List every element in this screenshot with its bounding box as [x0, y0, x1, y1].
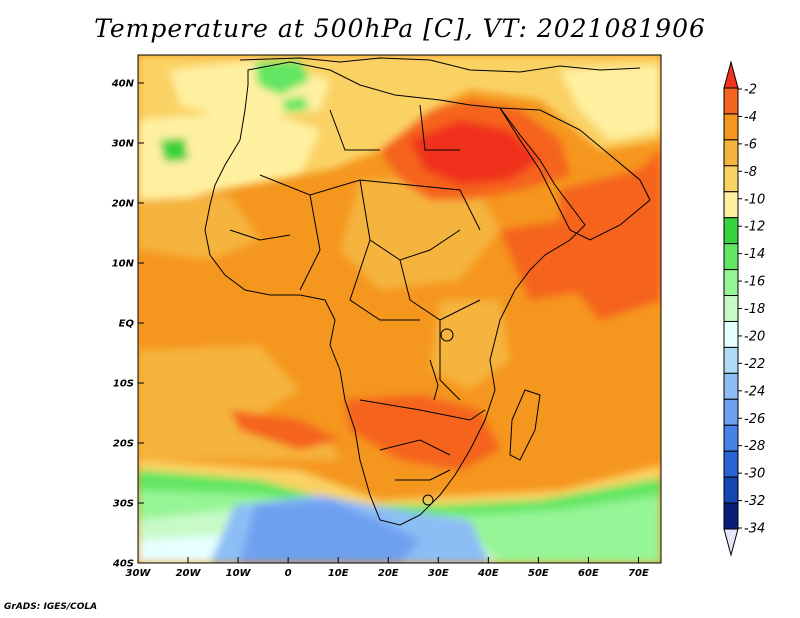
x-tick-label: 40E: [477, 568, 499, 579]
colorbar-swatch: [723, 502, 739, 530]
x-tick-label: 30W: [126, 568, 152, 579]
y-tick-label: 40N: [111, 79, 135, 90]
x-tick-label: 60E: [578, 568, 599, 579]
colorbar-label: -22: [744, 357, 765, 372]
colorbar-swatch: [723, 217, 739, 245]
colorbar-label: -6: [744, 137, 757, 152]
colorbar: -2 -4 -6 -8 -10 -12 -14 -16 -18 -20 -22 -24 -26 -28 -3…: [723, 60, 765, 557]
y-tick-label: 10N: [112, 259, 135, 270]
x-tick-label: 20E: [378, 568, 399, 579]
x-tick-label: 30E: [428, 568, 449, 579]
colorbar-swatch: [723, 269, 739, 297]
y-tick-label: 40S: [112, 559, 134, 570]
colorbar-label: -20: [744, 329, 765, 344]
y-tick-label: 20S: [113, 439, 134, 450]
colorbar-swatch: [723, 191, 739, 219]
x-tick-label: 0: [285, 568, 292, 579]
colorbar-label: -28: [744, 439, 765, 454]
colorbar-label: -24: [744, 384, 765, 399]
colorbar-label: -34: [744, 522, 765, 537]
colorbar-top-arrow: [723, 60, 739, 89]
colorbar-label: -14: [744, 247, 765, 262]
colorbar-swatch: [723, 346, 739, 374]
colorbar-label: -30: [744, 467, 765, 482]
colorbar-swatch: [723, 87, 739, 115]
colorbar-swatch: [723, 476, 739, 504]
credit-text: GrADS: IGES/COLA: [4, 602, 98, 612]
colorbar-label: -26: [744, 412, 765, 427]
country-borders: [204, 57, 651, 526]
colorbar-swatch: [723, 243, 739, 271]
x-tick-label: 10W: [226, 568, 252, 579]
colorbar-swatch: [723, 320, 739, 348]
y-tick-label: 30N: [112, 139, 135, 150]
colorbar-label: -10: [744, 192, 765, 207]
colorbar-swatch: [723, 398, 739, 426]
colorbar-label: -2: [744, 83, 757, 98]
y-tick-label: 30S: [113, 499, 134, 510]
x-tick-label: 50E: [528, 568, 549, 579]
colorbar-label: -32: [744, 494, 765, 509]
colorbar-swatch: [723, 295, 739, 322]
x-tick-label: 10E: [328, 568, 349, 579]
colorbar-swatch: [723, 113, 739, 141]
colorbar-label: -8: [744, 165, 757, 180]
chart-title: Temperature at 500hPa [C], VT: 202108190…: [94, 14, 706, 43]
colorbar-swatch: [723, 372, 739, 400]
colorbar-label: -18: [744, 302, 765, 317]
colorbar-swatch: [723, 165, 739, 193]
y-tick-label: 20N: [112, 199, 135, 210]
x-tick-label: 20W: [176, 568, 202, 579]
colorbar-label: -12: [744, 220, 765, 235]
colorbar-bottom-arrow: [723, 528, 739, 557]
y-tick-label: 10S: [113, 379, 134, 390]
y-tick-label: EQ: [119, 319, 135, 330]
temperature-field: [138, 55, 661, 563]
colorbar-label: -16: [744, 275, 765, 290]
colorbar-swatch: [723, 424, 739, 452]
colorbar-swatch: [723, 139, 739, 167]
colorbar-label: -4: [744, 110, 757, 125]
x-tick-label: 70E: [628, 568, 649, 579]
plot-frame: [137, 54, 662, 564]
colorbar-swatch: [723, 450, 739, 478]
